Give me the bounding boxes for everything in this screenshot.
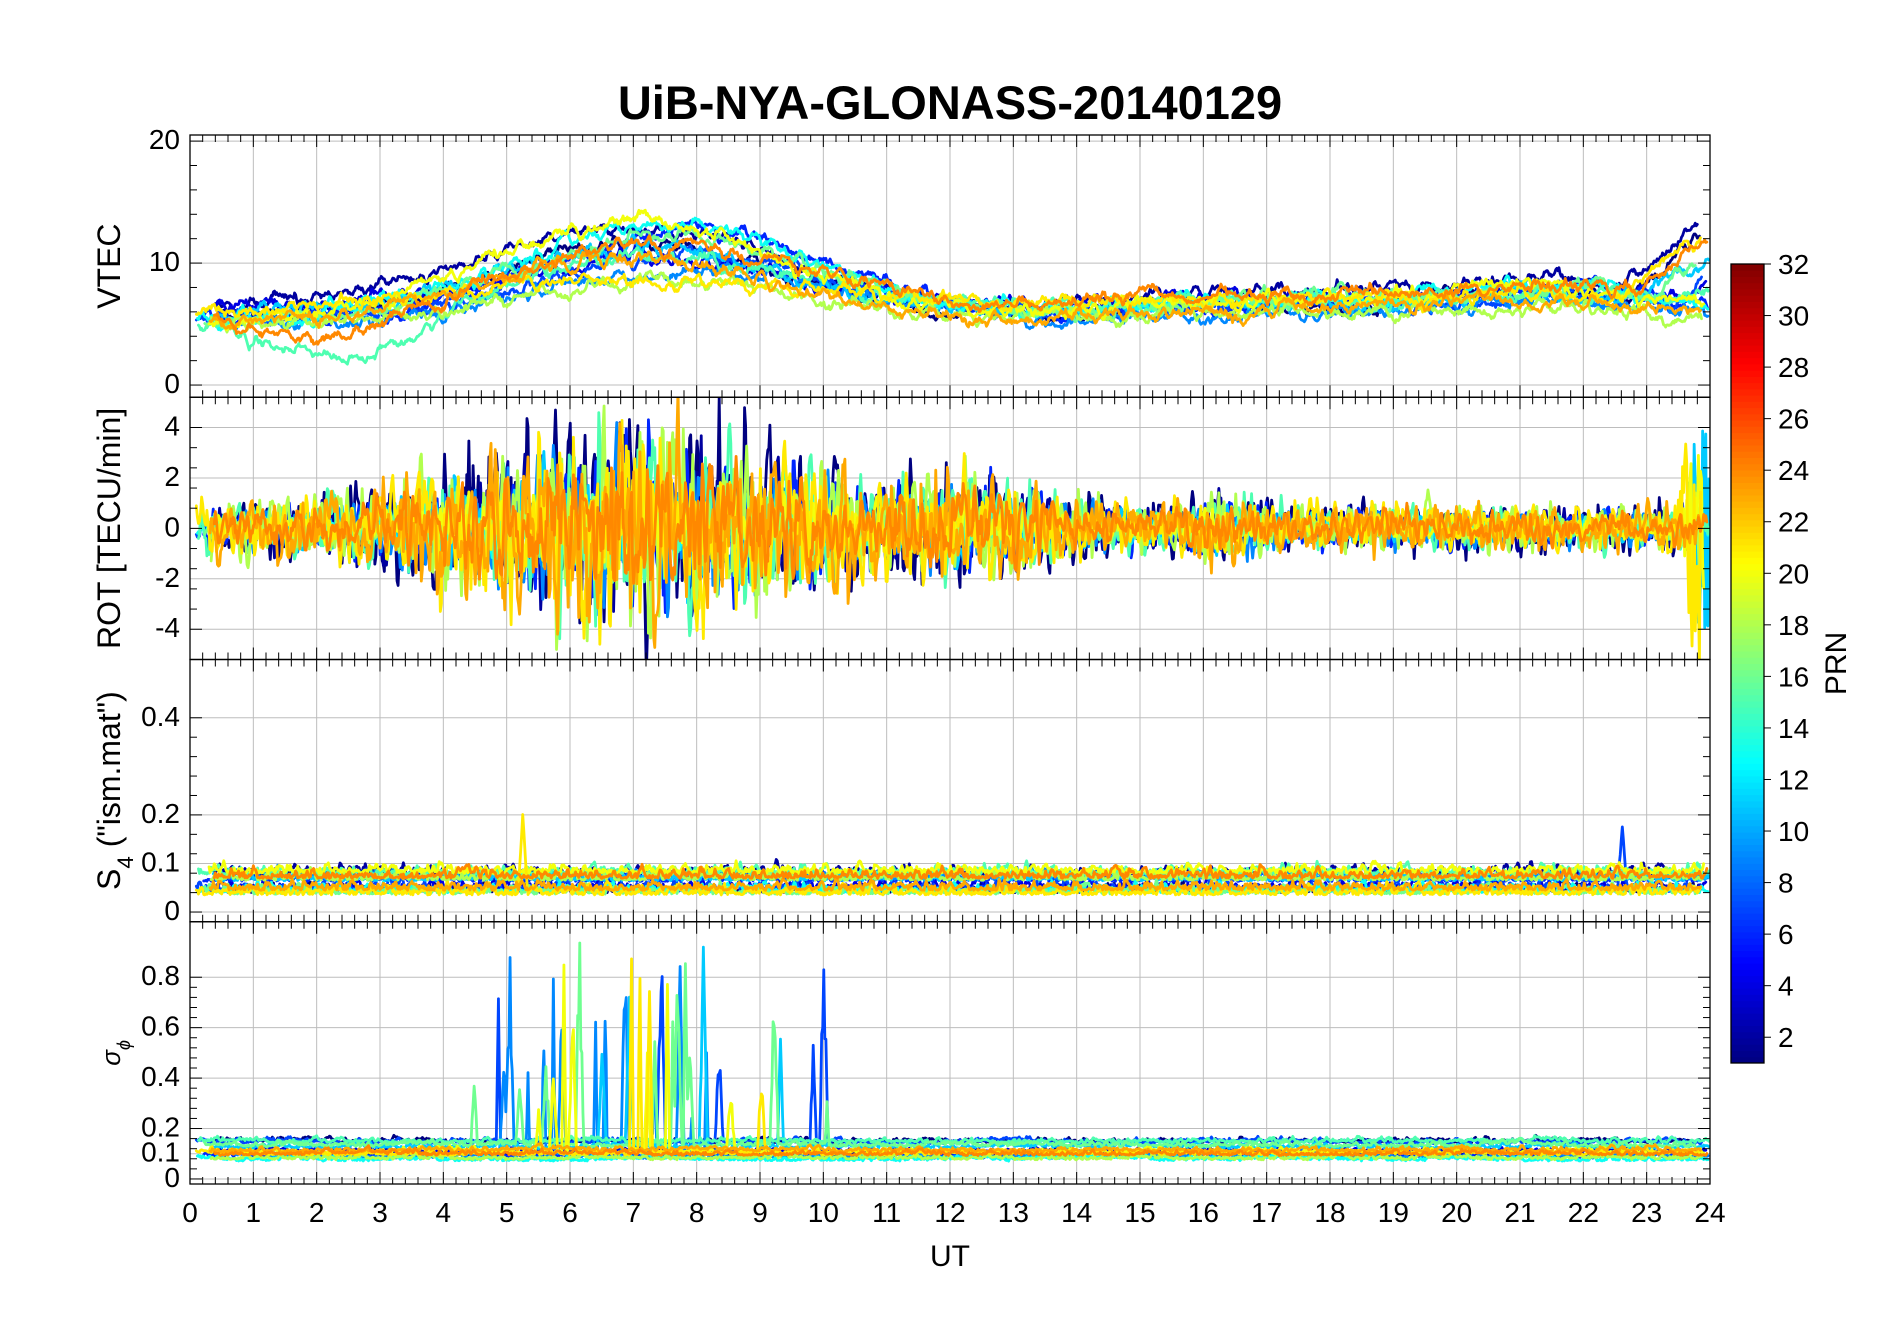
svg-text:0.4: 0.4: [141, 701, 180, 732]
svg-text:10: 10: [808, 1197, 839, 1228]
svg-text:24: 24: [1778, 455, 1809, 486]
svg-text:11: 11: [872, 1197, 901, 1228]
svg-text:0: 0: [164, 368, 180, 399]
svg-text:0.1: 0.1: [141, 846, 180, 877]
svg-text:0: 0: [182, 1197, 198, 1228]
svg-text:19: 19: [1378, 1197, 1409, 1228]
svg-text:UT: UT: [930, 1240, 970, 1273]
svg-text:12: 12: [1778, 764, 1809, 795]
svg-text:9: 9: [752, 1197, 768, 1228]
svg-text:22: 22: [1778, 507, 1809, 538]
svg-text:6: 6: [562, 1197, 578, 1228]
svg-text:20: 20: [1778, 558, 1809, 589]
svg-text:18: 18: [1314, 1197, 1345, 1228]
svg-text:10: 10: [1778, 816, 1809, 847]
svg-text:30: 30: [1778, 301, 1809, 332]
svg-text:0: 0: [164, 511, 180, 542]
svg-text:17: 17: [1251, 1197, 1282, 1228]
svg-text:0.6: 0.6: [141, 1011, 180, 1042]
svg-text:4: 4: [436, 1197, 452, 1228]
svg-text:10: 10: [149, 246, 180, 277]
svg-text:20: 20: [1441, 1197, 1472, 1228]
svg-text:7: 7: [626, 1197, 642, 1228]
svg-text:24: 24: [1694, 1197, 1725, 1228]
svg-text:0.2: 0.2: [141, 798, 180, 829]
svg-text:8: 8: [1778, 868, 1794, 899]
svg-text:3: 3: [372, 1197, 388, 1228]
svg-text:ROT [TECU/min]: ROT [TECU/min]: [91, 408, 127, 649]
svg-text:12: 12: [934, 1197, 965, 1228]
svg-text:21: 21: [1504, 1197, 1535, 1228]
svg-text:23: 23: [1631, 1197, 1662, 1228]
svg-text:6: 6: [1778, 919, 1794, 950]
svg-text:2: 2: [164, 461, 180, 492]
svg-text:13: 13: [998, 1197, 1029, 1228]
svg-text:18: 18: [1778, 610, 1809, 641]
svg-text:0: 0: [164, 895, 180, 926]
svg-text:26: 26: [1778, 404, 1809, 435]
svg-text:-4: -4: [155, 612, 180, 643]
svg-text:5: 5: [499, 1197, 515, 1228]
svg-text:0.4: 0.4: [141, 1061, 180, 1092]
svg-text:VTEC: VTEC: [91, 223, 127, 308]
svg-text:14: 14: [1778, 713, 1809, 744]
svg-text:0.2: 0.2: [141, 1112, 180, 1143]
svg-text:16: 16: [1778, 661, 1809, 692]
svg-text:8: 8: [689, 1197, 705, 1228]
svg-text:28: 28: [1778, 352, 1809, 383]
svg-text:32: 32: [1778, 249, 1809, 280]
svg-text:2: 2: [309, 1197, 325, 1228]
svg-text:22: 22: [1568, 1197, 1599, 1228]
svg-text:0.8: 0.8: [141, 960, 180, 991]
svg-text:1: 1: [246, 1197, 262, 1228]
svg-text:15: 15: [1124, 1197, 1155, 1228]
svg-text:14: 14: [1061, 1197, 1092, 1228]
svg-text:20: 20: [149, 124, 180, 155]
svg-text:2: 2: [1778, 1022, 1794, 1053]
svg-text:PRN: PRN: [1820, 632, 1853, 695]
svg-text:4: 4: [1778, 971, 1794, 1002]
svg-text:16: 16: [1188, 1197, 1219, 1228]
svg-text:4: 4: [164, 411, 180, 442]
svg-text:-2: -2: [155, 562, 180, 593]
